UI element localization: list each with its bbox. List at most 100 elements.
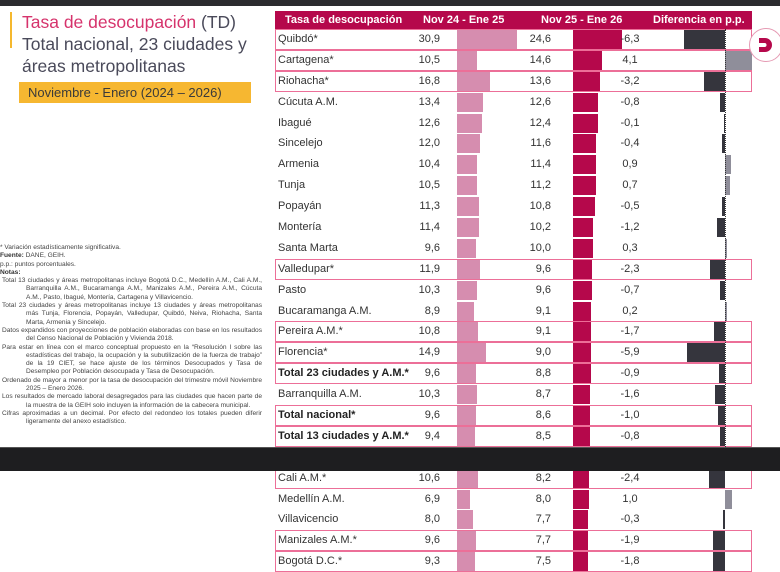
bar-prev [457,489,471,509]
bar-curr [573,531,589,551]
bar-diff [714,385,725,405]
value-prev: 9,4 [424,429,440,442]
value-prev: 11,9 [419,262,440,275]
value-diff: -3,2 [620,74,640,87]
value-prev: 11,4 [419,221,440,234]
value-diff: -0,9 [620,367,640,380]
value-prev: 10,3 [418,388,440,401]
bar-curr [573,468,590,488]
table-row: Santa Marta 9,6 10,0 0,3 [275,238,752,259]
bar-curr [573,176,596,196]
bar-diff [720,280,725,300]
row-label: Quibdó* [278,33,318,45]
table-row: Tunja 10,5 11,2 0,7 [275,175,752,196]
row-label: Manizales A.M.* [278,534,357,547]
bar-diff [718,406,725,426]
value-diff: -0,5 [620,200,640,213]
bar-curr [573,301,592,321]
bar-prev [457,343,486,363]
bar-diff [719,364,725,384]
table-row: Quibdó* 30,9 24,6 -6,3 [275,29,752,50]
table-row: Bucaramanga A.M. 8,9 9,1 0,2 [275,301,752,322]
value-prev: 9,6 [424,409,440,422]
bar-prev [457,364,476,384]
note-source-text: DANE, GEIH. [23,252,66,260]
bar-prev [457,218,480,238]
value-curr: 14,6 [529,53,551,66]
title-line-2: Total nacional, 23 ciudades y [22,34,247,54]
row-label: Medellín A.M. [278,492,345,505]
value-prev: 16,8 [418,74,440,87]
value-curr: 13,6 [529,74,551,87]
value-diff: -1,6 [620,388,640,401]
bar-prev [457,259,481,279]
note-significance: * Variación estadísticamente significati… [0,244,121,251]
value-curr: 8,8 [535,367,551,380]
value-curr: 7,7 [535,534,551,547]
title-suffix: (TD) [196,12,237,32]
value-diff: 0,3 [622,241,638,254]
row-label: Tunja [278,179,306,192]
table-row: Riohacha* 16,8 13,6 -3,2 [275,70,752,92]
value-curr: 9,1 [535,325,551,338]
value-curr: 7,7 [535,513,551,526]
bar-curr [573,71,601,91]
note-item: Total 13 ciudades y áreas metropolitanas… [2,277,262,301]
bar-prev [457,531,476,551]
value-curr: 10,0 [529,241,551,254]
bar-prev [457,322,479,342]
row-label: Bogotá D.C.* [278,555,343,568]
bar-diff [717,218,725,238]
bar-prev [457,155,478,175]
bar-curr [573,385,591,405]
table-row: Total 23 ciudades y A.M.* 9,6 8,8 -0,9 [275,363,752,385]
value-prev: 9,6 [424,367,440,380]
value-prev: 10,5 [418,53,440,66]
bar-diff [725,50,752,70]
bar-curr [573,50,603,70]
value-prev: 11,3 [419,200,440,213]
bar-diff [710,259,725,279]
bar-diff [719,92,725,112]
note-source: Fuente: DANE, GEIH. [0,252,262,260]
value-prev: 8,9 [424,304,440,317]
value-curr: 10,2 [529,221,551,234]
value-diff: -2,3 [620,262,640,275]
table-row: Ibagué 12,6 12,4 -0,1 [275,113,752,134]
value-curr: 8,0 [535,492,551,505]
bar-prev [457,426,476,446]
value-curr: 8,7 [535,388,551,401]
bar-curr [573,552,589,572]
dane-logo [749,28,780,62]
bar-diff [719,426,725,446]
value-prev: 12,6 [418,116,440,129]
bar-diff [722,134,725,154]
bar-diff [713,552,725,572]
table-row: Popayán 11,3 10,8 -0,5 [275,196,752,217]
value-prev: 8,0 [424,513,440,526]
bar-prev [457,176,478,196]
title-highlight: Tasa de desocupación [22,12,197,32]
value-curr: 9,6 [535,262,551,275]
bar-curr [573,322,592,342]
value-curr: 9,0 [535,346,551,359]
bar-curr [573,343,592,363]
value-curr: 12,4 [529,116,551,129]
table-row: Florencia* 14,9 9,0 -5,9 [275,342,752,364]
col-header-diff: Diferencia en p.p. [653,14,745,26]
col-header-prev: Nov 24 - Ene 25 [423,14,505,26]
value-prev: 9,6 [424,241,440,254]
row-label: Cartagena* [278,53,334,66]
title-line-3: áreas metropolitanas [22,56,186,76]
bar-prev [457,510,473,530]
value-diff: -1,0 [620,409,640,422]
table-row: Barranquilla A.M. 10,3 8,7 -1,6 [275,384,752,405]
note-item: Los resultados de mercado laboral desagr… [2,393,262,409]
bar-prev [457,280,478,300]
table-row: Bogotá D.C.* 9,3 7,5 -1,8 [275,551,752,572]
bar-prev [457,238,476,258]
value-curr: 24,6 [529,33,551,45]
note-source-label: Fuente: [0,252,24,260]
value-curr: 8,6 [535,409,551,422]
bar-curr [573,113,598,133]
